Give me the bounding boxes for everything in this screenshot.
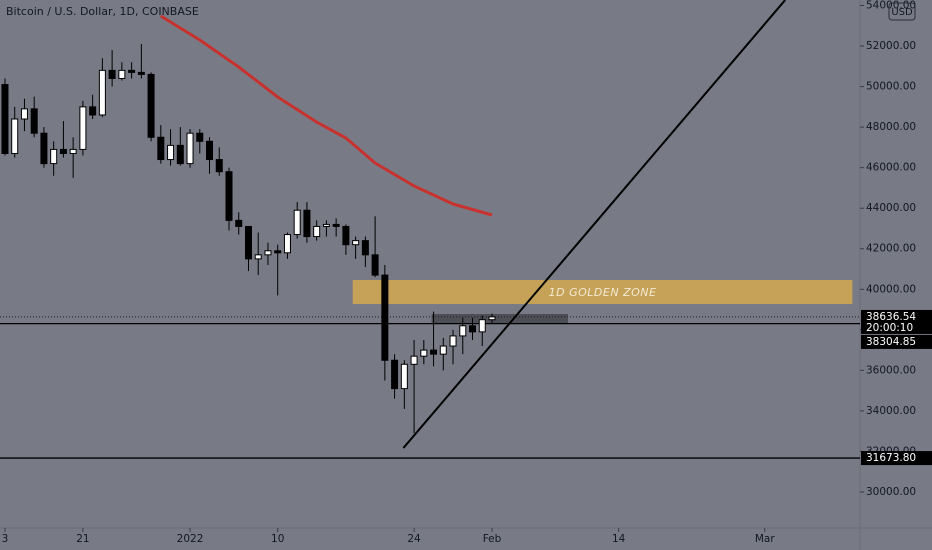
candle-body xyxy=(303,209,311,238)
candle-body xyxy=(293,209,301,236)
candle-body xyxy=(352,240,360,246)
candle-body xyxy=(371,254,379,276)
y-tick-label: 36000.00 xyxy=(866,364,916,376)
x-tick-label: 14 xyxy=(612,533,626,545)
zone-label: 1D GOLDEN ZONE xyxy=(549,286,657,299)
candle-body xyxy=(128,69,136,73)
candle-body xyxy=(98,69,106,116)
candle-body xyxy=(410,355,418,365)
x-tick-label: Mar xyxy=(755,533,775,545)
currency-badge[interactable] xyxy=(888,2,916,21)
candle-body xyxy=(488,316,496,321)
candle-body xyxy=(69,148,77,154)
level-label: 31673.80 xyxy=(866,452,916,464)
y-tick-label: 30000.00 xyxy=(866,486,916,498)
candle-body xyxy=(206,140,214,161)
x-tick-label: 24 xyxy=(407,533,421,545)
candle-body xyxy=(167,144,175,161)
currency-label[interactable]: USD xyxy=(891,7,913,18)
plot-area: 1D GOLDEN ZONE xyxy=(0,0,860,459)
chart-title: Bitcoin / U.S. Dollar, 1D, COINBASE xyxy=(6,5,199,18)
y-tick-label: 34000.00 xyxy=(866,405,916,417)
candle-body xyxy=(430,349,438,355)
x-tick-label: 10 xyxy=(271,533,284,545)
candle-body xyxy=(108,69,116,79)
candle-body xyxy=(391,359,399,390)
candle-body xyxy=(459,325,467,337)
candle-body xyxy=(439,345,447,355)
candle-body xyxy=(79,106,87,150)
candle-body xyxy=(283,234,291,254)
candle-body xyxy=(449,335,457,347)
x-tick-label: 21 xyxy=(76,533,89,545)
trendline xyxy=(402,0,786,449)
candle-body xyxy=(313,225,321,238)
candle-body xyxy=(50,148,58,165)
candle-body xyxy=(420,349,428,357)
x-tick-label: 3 xyxy=(2,533,9,545)
candle-body xyxy=(332,223,340,227)
y-tick-label: 42000.00 xyxy=(866,243,916,255)
candle-body xyxy=(118,69,126,79)
candle-body xyxy=(254,254,262,260)
candle-body xyxy=(274,250,282,254)
y-tick-label: 40000.00 xyxy=(866,283,916,295)
candle-body xyxy=(30,108,38,134)
candle-body xyxy=(89,106,97,116)
candle-body xyxy=(400,363,408,390)
y-tick-label: 54000.00 xyxy=(866,0,916,11)
candle-body xyxy=(342,225,350,246)
level-box xyxy=(861,334,932,349)
x-tick-label: 2022 xyxy=(177,533,204,545)
countdown-label: 20:00:10 xyxy=(866,322,913,334)
candle-body xyxy=(225,171,233,221)
last-price-box xyxy=(861,309,932,334)
y-tick-label: 46000.00 xyxy=(866,162,916,174)
candle-body xyxy=(157,136,165,161)
candle-body xyxy=(478,319,486,333)
candle-body xyxy=(1,84,9,154)
moving-average xyxy=(160,14,493,217)
candle-body xyxy=(361,240,369,256)
zone xyxy=(352,280,853,305)
candle-body xyxy=(20,108,28,120)
last-price-label: 38636.54 xyxy=(866,311,916,323)
x-tick-label: Feb xyxy=(483,533,502,545)
candle-body xyxy=(235,219,243,227)
candle-body xyxy=(381,274,389,361)
y-tick-label: 52000.00 xyxy=(866,40,916,52)
candle-body xyxy=(176,144,184,165)
candle-body xyxy=(264,250,272,256)
candle-body xyxy=(244,225,252,260)
y-tick-label: 48000.00 xyxy=(866,121,916,133)
candle-body xyxy=(11,118,19,154)
candle-body xyxy=(196,132,204,142)
candle-body xyxy=(469,325,477,333)
level-box xyxy=(861,451,932,466)
y-tick-label: 44000.00 xyxy=(866,202,916,214)
candle-body xyxy=(59,148,67,154)
candle-body xyxy=(322,223,330,227)
candle-body xyxy=(40,132,48,165)
candle-body xyxy=(147,73,155,138)
level-label: 38304.85 xyxy=(866,336,916,348)
y-tick-label: 50000.00 xyxy=(866,81,916,93)
zone xyxy=(431,314,568,324)
candle-body xyxy=(186,132,194,165)
candle-body xyxy=(137,71,145,75)
candle-body xyxy=(215,159,223,173)
